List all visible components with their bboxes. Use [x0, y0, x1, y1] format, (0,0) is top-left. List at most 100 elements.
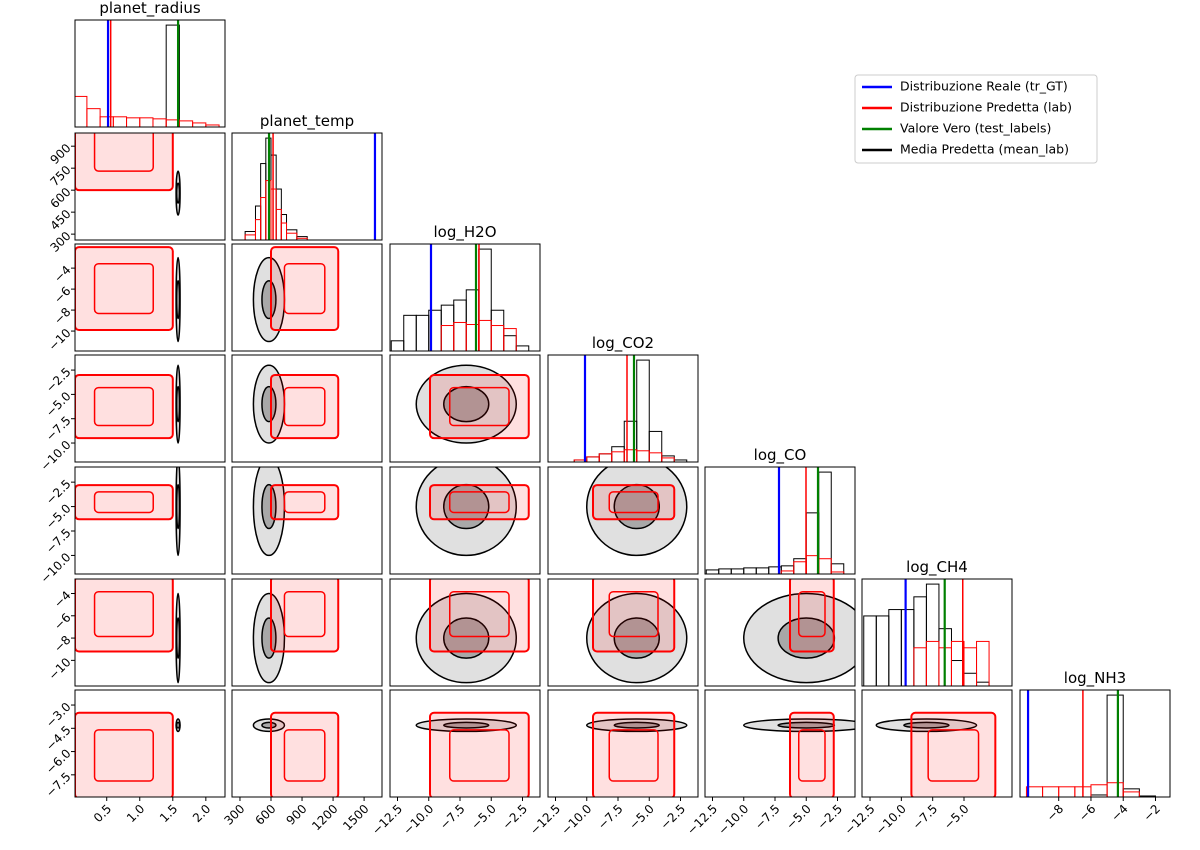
pred-region — [789, 711, 835, 797]
pred-core — [608, 729, 659, 782]
legend-label: Distribuzione Reale (tr_GT) — [900, 79, 1068, 94]
x-tick-label: −7.5 — [595, 802, 626, 833]
panel-frame — [231, 578, 383, 687]
hist-bar — [830, 571, 845, 574]
panel — [875, 711, 997, 797]
hist-bar — [205, 124, 220, 127]
panel-frame — [74, 19, 226, 128]
sample-core — [175, 483, 181, 530]
panel-frame — [1019, 689, 1171, 798]
hist-bar — [705, 569, 720, 574]
pred-region — [592, 711, 676, 797]
panel — [252, 364, 340, 444]
panel — [573, 355, 688, 462]
hist-bar — [254, 205, 262, 240]
sample-core — [613, 617, 660, 659]
pred-core — [449, 491, 510, 514]
hist-bar — [112, 116, 128, 127]
hist-bar — [805, 512, 820, 574]
sample-core — [175, 182, 181, 204]
y-tick-label: −5.0 — [43, 501, 74, 532]
x-tick-label: 300 — [221, 802, 247, 828]
sample-core — [903, 721, 950, 729]
sample-cloud — [586, 592, 688, 684]
pred-region — [592, 579, 676, 653]
sample-core — [175, 385, 181, 423]
x-tick-label: 1.5 — [157, 802, 180, 825]
hist-bar — [390, 340, 405, 351]
pred-region — [270, 711, 340, 797]
x-tick-label: −12.5 — [684, 802, 720, 838]
hist-bar — [780, 565, 795, 574]
hist-bar — [490, 309, 505, 351]
hist-bar — [976, 640, 990, 686]
panel-frame — [74, 466, 226, 575]
pred-region — [75, 711, 174, 797]
pred-core — [449, 729, 510, 782]
panel-frame — [704, 689, 856, 798]
hist-bar — [661, 455, 675, 462]
x-tick-label: −10.0 — [558, 802, 594, 838]
panel-frame — [389, 689, 541, 798]
hist-bar — [192, 122, 207, 127]
y-tick-label: −7.5 — [43, 526, 74, 557]
x-tick-label: 900 — [284, 802, 310, 828]
panel — [586, 711, 688, 797]
panel — [743, 579, 855, 684]
hist-bar — [244, 234, 256, 240]
panel-frame — [389, 578, 541, 687]
x-tick-label: −5.0 — [468, 802, 499, 833]
panel — [75, 579, 181, 684]
pred-core — [283, 729, 326, 782]
pred-region — [75, 246, 174, 332]
panel-title: log_H2O — [434, 223, 497, 242]
hist-bar — [925, 583, 940, 686]
hist-bar — [126, 117, 141, 127]
panel — [244, 133, 377, 240]
pred-core — [93, 590, 154, 638]
pred-core — [608, 491, 659, 514]
sample-cloud — [252, 592, 286, 684]
y-tick-label: −10.0 — [38, 550, 74, 586]
hist-bar — [875, 615, 890, 686]
x-tick-label: −5.0 — [941, 802, 972, 833]
hist-bar — [900, 609, 915, 686]
y-tick-label: −2.5 — [43, 477, 74, 508]
x-tick-label: −7.5 — [437, 802, 468, 833]
x-tick-label: −12.5 — [842, 802, 878, 838]
panel-frame — [547, 578, 699, 687]
hist-bar — [648, 430, 663, 462]
y-tick-label: −6 — [51, 610, 73, 632]
pred-region — [789, 579, 835, 653]
panel-frame — [74, 243, 226, 352]
hist-bar — [280, 222, 288, 240]
y-tick-label: −7.5 — [43, 413, 74, 444]
x-tick-label: −2 — [1141, 802, 1163, 824]
hist-bar — [86, 108, 101, 127]
pred-region — [270, 373, 340, 440]
hist-bar — [503, 328, 517, 351]
hist-bar — [478, 319, 492, 351]
panel — [252, 246, 340, 343]
pred-region — [75, 133, 174, 192]
hist-bar — [611, 446, 625, 462]
y-tick-label: −10 — [46, 326, 74, 354]
pred-core — [927, 729, 980, 782]
sample-cloud — [252, 718, 286, 733]
hist-bar — [925, 640, 940, 686]
hist-bar — [286, 229, 298, 240]
hist-bar — [75, 95, 88, 127]
sample-core — [261, 617, 277, 659]
x-tick-label: −5.0 — [626, 802, 657, 833]
panel-frame — [74, 578, 226, 687]
sample-cloud — [743, 718, 855, 733]
hist-bar — [260, 197, 267, 240]
panel-frame — [231, 132, 383, 241]
panel-frame — [231, 689, 383, 798]
hist-bar — [440, 304, 455, 351]
panel-frame — [74, 132, 226, 241]
hist-bar — [453, 299, 467, 351]
y-tick-label: −2.5 — [43, 365, 74, 396]
